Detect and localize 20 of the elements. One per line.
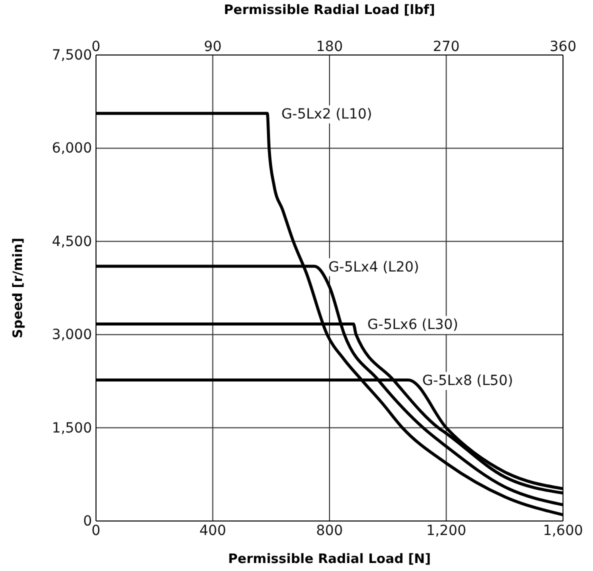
series-label: G-5Lx8 (L50) [422,372,514,389]
y-tick-label: 3,000 [52,327,92,344]
x2-tick-label: 270 [432,39,460,55]
x-axis-title: Permissible Radial Load [N] [228,552,431,567]
y-tick-label: 7,500 [52,47,92,64]
y-tick-label: 6,000 [52,140,92,157]
x-tick-label: 800 [316,522,343,539]
x2-tick-label: 90 [204,39,222,55]
x2-axis-title: Permissible Radial Load [lbf] [224,3,436,18]
y-axis-title: Speed [r/min] [11,238,26,338]
series-label: G-5Lx4 (L20) [328,259,420,276]
series-label: G-5Lx6 (L30) [367,317,458,334]
x-tick-label: 1,200 [426,522,466,539]
x-tick-label: 1,600 [542,522,584,539]
x2-tick-label: 360 [550,39,576,55]
y-tick-label: 1,500 [52,420,92,436]
x2-tick-label: 180 [316,39,343,55]
x-tick-label: 400 [199,522,226,539]
series-label: G-5Lx2 (L10) [281,106,372,122]
y-tick-label: 4,500 [52,234,92,250]
